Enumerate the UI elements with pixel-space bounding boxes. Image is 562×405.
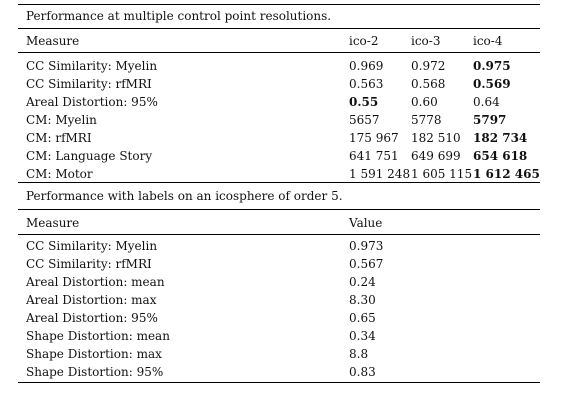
table-cell: CC Similarity: Myelin xyxy=(26,239,158,253)
table-cell: 182 510 xyxy=(411,131,461,145)
table-cell: 0.569 xyxy=(473,77,511,91)
table-cell: 8.30 xyxy=(349,293,376,307)
table-cell: 5778 xyxy=(411,113,442,127)
table-cell: Shape Distortion: mean xyxy=(26,329,170,343)
table-cell: 0.24 xyxy=(349,275,376,289)
table-cell: Areal Distortion: 95% xyxy=(26,311,158,325)
header-cell: Measure xyxy=(26,34,80,48)
table-cell: 0.972 xyxy=(411,59,446,73)
table-cell: 1 591 248 xyxy=(349,167,411,181)
table-cell: 0.973 xyxy=(349,239,384,253)
header-cell: ico-3 xyxy=(411,34,441,48)
rule xyxy=(18,234,540,235)
table-cell: 0.563 xyxy=(349,77,384,91)
table-cell: CM: Motor xyxy=(26,167,93,181)
table-cell: Shape Distortion: 95% xyxy=(26,365,164,379)
rule xyxy=(18,382,540,383)
header-cell: ico-2 xyxy=(349,34,379,48)
table-cell: 8.8 xyxy=(349,347,369,361)
caption: Performance at multiple control point re… xyxy=(26,9,332,23)
header-cell: Measure xyxy=(26,216,80,230)
table-cell: 5797 xyxy=(473,113,507,127)
header-cell: ico-4 xyxy=(473,34,503,48)
table-cell: 182 734 xyxy=(473,131,528,145)
table-cell: CM: Language Story xyxy=(26,149,153,163)
table-cell: 0.567 xyxy=(349,257,384,271)
table-cell: 0.568 xyxy=(411,77,446,91)
table-cell: 175 967 xyxy=(349,131,399,145)
caption: Performance with labels on an icosphere … xyxy=(26,189,343,203)
table-cell: 0.55 xyxy=(349,95,379,109)
table-cell: 0.969 xyxy=(349,59,384,73)
header-cell: Value xyxy=(349,216,383,230)
table-cell: CC Similarity: rfMRI xyxy=(26,257,152,271)
table-cell: 0.65 xyxy=(349,311,376,325)
table-cell: 0.975 xyxy=(473,59,511,73)
table-cell: 5657 xyxy=(349,113,380,127)
table-cell: 0.34 xyxy=(349,329,376,343)
table-cell: Areal Distortion: 95% xyxy=(26,95,158,109)
table-cell: 0.83 xyxy=(349,365,376,379)
table-cell: 0.64 xyxy=(473,95,500,109)
table-cell: CM: rfMRI xyxy=(26,131,92,145)
table-cell: 641 751 xyxy=(349,149,399,163)
table-cell: Areal Distortion: mean xyxy=(26,275,165,289)
table-cell: 1 612 465 xyxy=(473,167,540,181)
rule xyxy=(18,52,540,53)
table-cell: CC Similarity: rfMRI xyxy=(26,77,152,91)
rule xyxy=(18,28,540,29)
table-cell: CM: Myelin xyxy=(26,113,97,127)
table-cell: CC Similarity: Myelin xyxy=(26,59,158,73)
table-cell: 649 699 xyxy=(411,149,461,163)
table-cell: 1 605 115 xyxy=(411,167,473,181)
rule xyxy=(18,4,540,5)
table-cell: Areal Distortion: max xyxy=(26,293,157,307)
rule xyxy=(18,209,540,210)
table-cell: Shape Distortion: max xyxy=(26,347,162,361)
table-cell: 654 618 xyxy=(473,149,528,163)
rule xyxy=(18,182,540,183)
table-cell: 0.60 xyxy=(411,95,438,109)
